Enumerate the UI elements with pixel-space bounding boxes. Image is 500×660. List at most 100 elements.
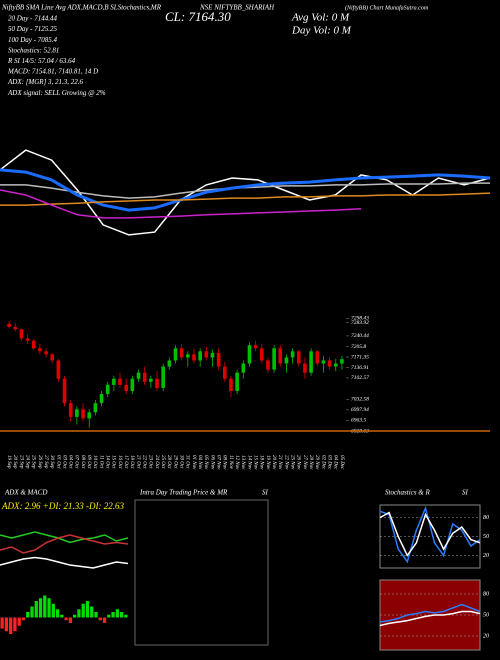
x-tick-label: 10 Oct [92,455,97,469]
x-tick-label: 12 Nov [234,455,239,470]
series-line [379,603,481,623]
x-tick-label: 11 Oct [98,455,103,469]
info-line: ADX signal: SELL Growing @ 2% [7,89,106,97]
candle-body [13,326,18,330]
series-line [0,189,362,219]
x-tick-label: 13 Nov [240,455,245,470]
x-tick-label: 29 Nov [314,455,319,470]
candle-body [19,329,24,339]
bar [4,617,9,632]
info-line: R SI 14/5: 57.04 / 63.64 [7,57,76,65]
close-price: CL: 7164.30 [165,9,231,24]
bar [43,595,47,618]
y-tick-label: 7171.35 [351,354,369,360]
x-tick-label: 23 Sep [18,455,23,469]
candle-body [198,351,202,361]
candle-body [149,378,153,382]
candle-body [118,378,122,385]
x-tick-label: 01 Nov [191,455,196,470]
candle-body [93,403,98,413]
info-line: 50 Day - 7125.25 [8,25,57,33]
x-tick-label: 03 Oct [61,455,66,469]
candle-body [216,352,221,367]
x-tick-label: 22 Nov [283,455,288,470]
panel-title: Stochastics & R [385,489,430,497]
bar [30,606,34,618]
x-tick-label: 04 Nov [197,455,202,470]
candle-body [309,351,313,373]
y-tick-label: 7283.92 [351,320,369,326]
x-tick-label: 18 Nov [259,455,264,470]
series-line [0,168,491,212]
candle-body [173,348,178,361]
series-line [379,610,481,627]
x-tick-label: 26 Sep [37,455,42,469]
panel-title: ADX & MACD [4,489,47,497]
series-line [0,192,491,206]
candle-body [340,359,344,364]
x-tick-label: 20 Sep [12,455,17,469]
avg-volume: Avg Vol: 0 M [291,12,350,24]
candle-body [179,348,184,358]
candle-body [235,372,239,391]
x-tick-label: 07 Oct [74,455,79,469]
header-site: (NiftyBB) Chart MunafaSutra.com [345,4,429,11]
header-title: NiftyBB SMA Line Avg ADX,MACD,B SLStocha… [1,4,162,12]
candle-body [99,394,104,404]
candle-body [333,363,338,367]
panel-title: SI [262,489,269,497]
x-tick-label: 06 Nov [209,455,214,470]
candle-body [25,338,30,341]
x-tick-label: 04 Oct [68,455,73,469]
x-tick-label: 25 Nov [289,455,294,470]
candle-body [112,378,116,385]
candle-body [81,409,85,419]
x-tick-label: 21 Nov [277,455,282,470]
info-line: 100 Day - 7085.4 [8,36,57,44]
info-line: Stochastics: 52.81 [8,46,59,54]
candle-body [284,357,289,364]
x-tick-label: 02 Dec [320,455,325,470]
bar [55,609,60,618]
candle-body [296,351,301,364]
bar [73,614,77,618]
bar [68,617,73,623]
candle-body [7,323,11,327]
candle-body [192,354,196,361]
x-tick-label: 18 Oct [129,455,134,469]
bar [77,609,81,618]
candle-body [210,352,215,358]
candle-body [253,345,258,349]
candle-body [290,351,295,358]
candle-body [223,366,227,379]
panel-title: SI [462,489,469,497]
x-tick-label: 05 Nov [203,455,208,470]
series-line [0,556,129,569]
x-tick-label: 14 Nov [246,455,251,470]
x-tick-label: 11 Nov [228,455,233,470]
series-line [0,531,129,544]
info-line: MACD: 7154.81, 7140.81, 14 D [7,68,98,76]
intraday-box [134,499,269,646]
y-tick-label: 20 [483,633,489,639]
header-symbol: NSE NIFTYBB_SHARIAH [199,4,275,12]
candle-body [167,360,172,367]
x-tick-label: 09 Oct [86,455,91,469]
candle-body [136,372,141,379]
bar [111,612,115,618]
info-line: 20 Day - 7144.44 [8,15,57,23]
x-tick-label: 08 Nov [222,455,227,470]
x-tick-label: 20 Nov [271,455,276,470]
bar [124,614,128,618]
candle-body [278,348,283,364]
x-tick-label: 27 Sep [43,455,48,469]
panel-title: Intra Day Trading Price & MR [139,489,228,497]
day-volume: Day Vol: 0 M [291,25,352,37]
y-tick-label: 20 [483,553,489,559]
candle-body [241,363,246,373]
x-tick-label: 07 Nov [216,455,221,470]
y-tick-label: 7298.43 [351,315,369,322]
x-tick-label: 01 Oct [55,455,60,469]
